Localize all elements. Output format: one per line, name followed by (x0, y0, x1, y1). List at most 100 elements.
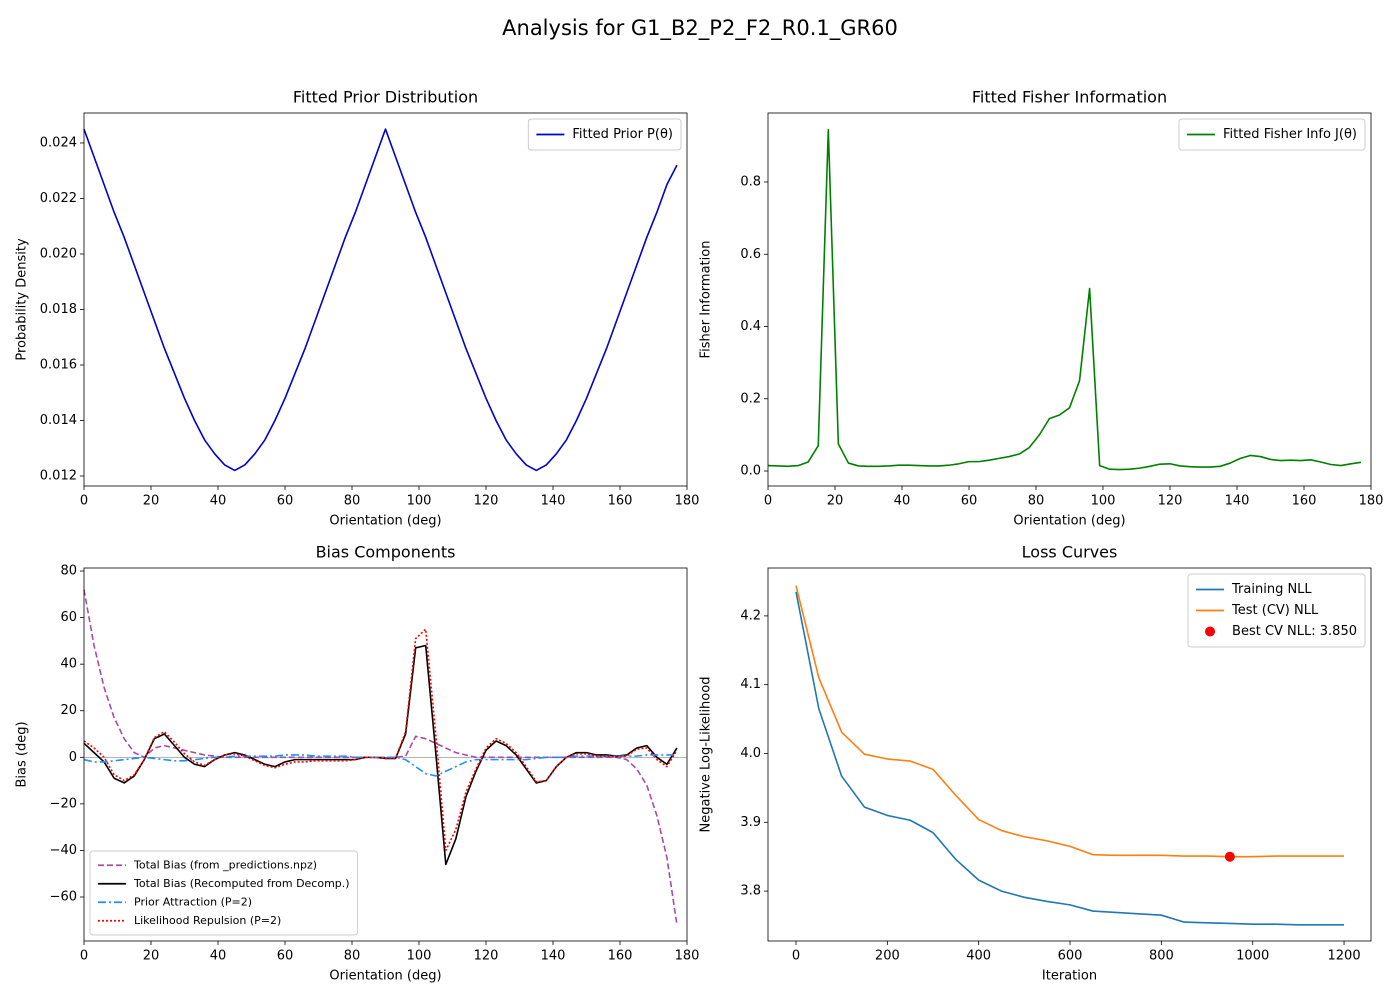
legend-box (89, 850, 359, 936)
x-tick-label: 40 (894, 494, 911, 509)
subplot-title: Loss Curves (1022, 543, 1118, 562)
legend-label: Fitted Fisher Info J(θ) (1223, 127, 1357, 142)
y-tick-label: 60 (60, 610, 77, 625)
x-tick-label: 120 (474, 494, 499, 509)
x-tick-label: 0 (80, 949, 88, 964)
legend-label: Best CV NLL: 3.850 (1232, 624, 1357, 639)
legend-box (527, 118, 682, 151)
x-axis-label: Orientation (deg) (1013, 514, 1125, 529)
x-tick-label: 60 (961, 494, 978, 509)
axes-frame (767, 567, 1372, 942)
y-tick-label: 80 (60, 564, 77, 579)
x-tick-label: 80 (1028, 494, 1045, 509)
legend-box (1187, 573, 1366, 648)
x-tick-label: 0 (764, 494, 772, 509)
x-tick-label: 40 (210, 949, 227, 964)
y-tick-label: 0.0 (740, 464, 761, 479)
legend: Fitted Fisher Info J(θ) (1178, 118, 1366, 151)
legend-entry: Prior Attraction (P=2) (98, 895, 252, 908)
x-tick-label: 180 (1359, 494, 1384, 509)
series-line (795, 591, 1345, 926)
subplot-title: Fitted Prior Distribution (293, 88, 478, 107)
x-tick-label: 160 (1292, 494, 1317, 509)
x-tick-label: 0 (80, 494, 88, 509)
y-axis-label: Bias (deg) (15, 721, 30, 787)
legend-entry: Total Bias (Recomputed from Decomp.) (98, 877, 350, 890)
x-axis-label: Iteration (1042, 969, 1097, 984)
x-tick-label: 180 (675, 494, 700, 509)
x-tick-label: 20 (143, 949, 160, 964)
figure-title: Analysis for G1_B2_P2_F2_R0.1_GR60 (502, 16, 898, 41)
legend-entry: Best CV NLL: 3.850 (1205, 624, 1357, 639)
y-tick-label: 4.0 (740, 746, 761, 761)
legend: Fitted Prior P(θ) (527, 118, 682, 151)
x-tick-label: 60 (277, 949, 294, 964)
legend-entry: Fitted Prior P(θ) (536, 127, 673, 142)
y-tick-label: 0.2 (740, 391, 761, 406)
legend-entry: Likelihood Repulsion (P=2) (98, 914, 281, 927)
x-tick-label: 800 (1149, 949, 1174, 964)
legend-label: Total Bias (from _predictions.npz) (133, 858, 317, 871)
legend-entry: Total Bias (from _predictions.npz) (98, 858, 317, 871)
y-tick-label: 4.2 (740, 608, 761, 623)
x-tick-label: 0 (792, 949, 800, 964)
legend-entry: Training NLL (1196, 582, 1312, 597)
series-line (83, 754, 677, 777)
legend: Total Bias (from _predictions.npz) Total … (89, 850, 359, 936)
x-tick-label: 160 (608, 494, 633, 509)
series-line (795, 585, 1345, 858)
legend-marker (1205, 626, 1216, 637)
x-tick-label: 140 (1225, 494, 1250, 509)
axes-frame (767, 112, 1372, 487)
y-tick-label: 0.6 (740, 247, 761, 262)
best-point (1224, 851, 1235, 862)
x-tick-label: 600 (1058, 949, 1083, 964)
y-tick-label: 0.8 (740, 175, 761, 190)
subplot-title: Bias Components (316, 543, 456, 562)
legend-label: Training NLL (1231, 582, 1312, 597)
x-tick-label: 140 (541, 494, 566, 509)
series-line (83, 644, 678, 866)
legend-entry: Test (CV) NLL (1196, 603, 1319, 618)
y-tick-label: 0.022 (40, 191, 77, 206)
x-tick-label: 200 (875, 949, 900, 964)
x-tick-label: 40 (210, 494, 227, 509)
y-tick-label: −20 (50, 796, 77, 811)
y-tick-label: 0.018 (40, 302, 77, 317)
y-tick-label: 0.016 (40, 357, 77, 372)
x-axis-label: Orientation (deg) (329, 969, 441, 984)
x-tick-label: 120 (474, 949, 499, 964)
y-tick-label: 3.9 (740, 815, 761, 830)
series-line (767, 128, 1362, 471)
x-tick-label: 1000 (1236, 949, 1269, 964)
x-tick-label: 120 (1158, 494, 1183, 509)
x-tick-label: 80 (344, 494, 361, 509)
y-tick-label: −40 (50, 843, 77, 858)
x-tick-label: 100 (1091, 494, 1116, 509)
legend-label: Fitted Prior P(θ) (572, 127, 673, 142)
y-tick-label: 0.024 (40, 135, 77, 150)
y-tick-label: 20 (60, 703, 77, 718)
legend-label: Prior Attraction (P=2) (134, 895, 252, 908)
legend: Training NLL Test (CV) NLL Best CV NLL: 3.… (1187, 573, 1366, 648)
x-tick-label: 100 (407, 949, 432, 964)
axes-frame (83, 567, 688, 942)
x-tick-label: 400 (966, 949, 991, 964)
series-line (83, 128, 678, 472)
y-tick-label: 0.014 (40, 413, 77, 428)
legend-label: Test (CV) NLL (1231, 603, 1319, 618)
x-tick-label: 20 (827, 494, 844, 509)
legend-entry: Fitted Fisher Info J(θ) (1186, 127, 1357, 142)
axes-frame (83, 112, 688, 487)
y-tick-label: 0.020 (40, 246, 77, 261)
y-tick-label: −60 (50, 889, 77, 904)
y-tick-label: 0.012 (40, 469, 77, 484)
y-axis-label: Negative Log-Likelihood (699, 677, 714, 833)
y-tick-label: 0.4 (740, 319, 761, 334)
y-axis-label: Probability Density (15, 238, 30, 361)
y-tick-label: 3.8 (740, 884, 761, 899)
y-tick-label: 4.1 (740, 677, 761, 692)
y-tick-label: 40 (60, 657, 77, 672)
x-tick-label: 100 (407, 494, 432, 509)
